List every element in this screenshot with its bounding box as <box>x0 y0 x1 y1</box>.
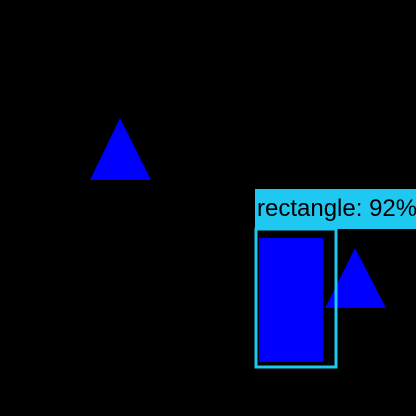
detection-bounding-box <box>254 227 338 369</box>
detection-label-text: rectangle: 92% <box>257 195 416 222</box>
rectangle-detected <box>259 238 323 362</box>
triangle-lower-right <box>325 248 386 308</box>
triangle-upper-left <box>90 118 151 180</box>
detection-label: rectangle: 92% <box>255 189 416 229</box>
